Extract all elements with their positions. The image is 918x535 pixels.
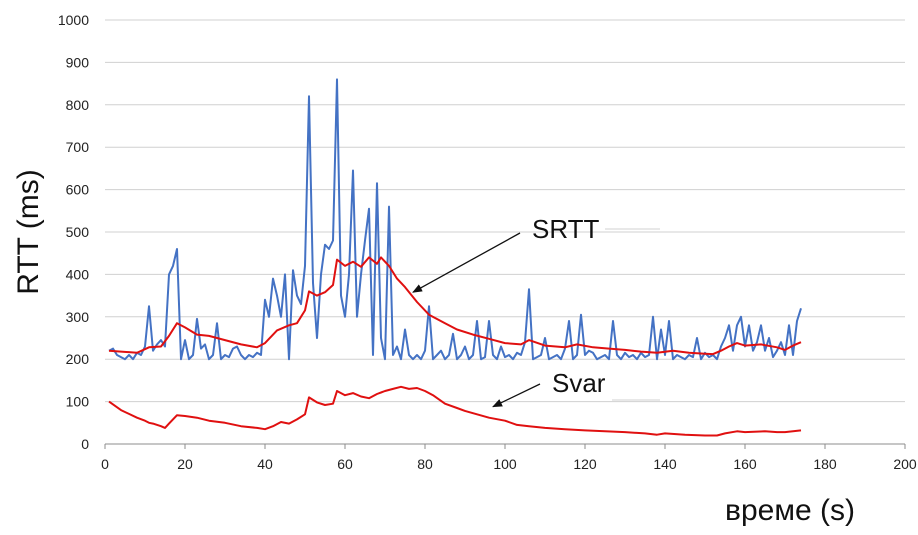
y-tick-label: 800	[66, 97, 90, 113]
x-tick-label: 40	[257, 456, 273, 472]
y-tick-label: 100	[66, 394, 90, 410]
x-tick-label: 80	[417, 456, 433, 472]
x-tick-label: 140	[653, 456, 677, 472]
series-svar-line	[108, 385, 802, 437]
y-tick-label: 500	[66, 224, 90, 240]
y-tick-label: 1000	[58, 12, 89, 28]
y-tick-label: 400	[66, 266, 90, 282]
annotation-label-srtt: SRTT	[532, 214, 600, 244]
annotations: SRTT Svar	[412, 214, 660, 408]
gridlines	[105, 19, 905, 445]
y-tick-label: 600	[66, 182, 90, 198]
annotation-arrow	[492, 383, 541, 408]
x-tick-label: 60	[337, 456, 353, 472]
x-tick-label: 180	[813, 456, 837, 472]
x-tick-label: 100	[493, 456, 517, 472]
x-tick-label: 160	[733, 456, 757, 472]
y-tick-label: 0	[81, 436, 89, 452]
series-rtt-line	[108, 78, 802, 361]
series-srtt-line	[108, 256, 802, 356]
x-tick-labels: 0 20 40 60 80 100 120 140 160 180 200	[101, 444, 917, 472]
x-tick-label: 120	[573, 456, 597, 472]
x-tick-label: 200	[893, 456, 917, 472]
y-tick-label: 300	[66, 309, 90, 325]
y-tick-label: 700	[66, 139, 90, 155]
annotation-arrow	[412, 232, 521, 293]
x-axis-title: време (s)	[725, 494, 855, 527]
y-tick-label: 200	[66, 351, 90, 367]
x-tick-label: 0	[101, 456, 109, 472]
y-axis-title: RTT (ms)	[12, 169, 45, 295]
series-lines	[108, 78, 802, 437]
y-tick-label: 900	[66, 54, 90, 70]
y-tick-labels: 0 100 200 300 400 500 600 700 800 900 1000	[58, 12, 89, 452]
annotation-label-svar: Svar	[552, 368, 606, 398]
x-tick-label: 20	[177, 456, 193, 472]
